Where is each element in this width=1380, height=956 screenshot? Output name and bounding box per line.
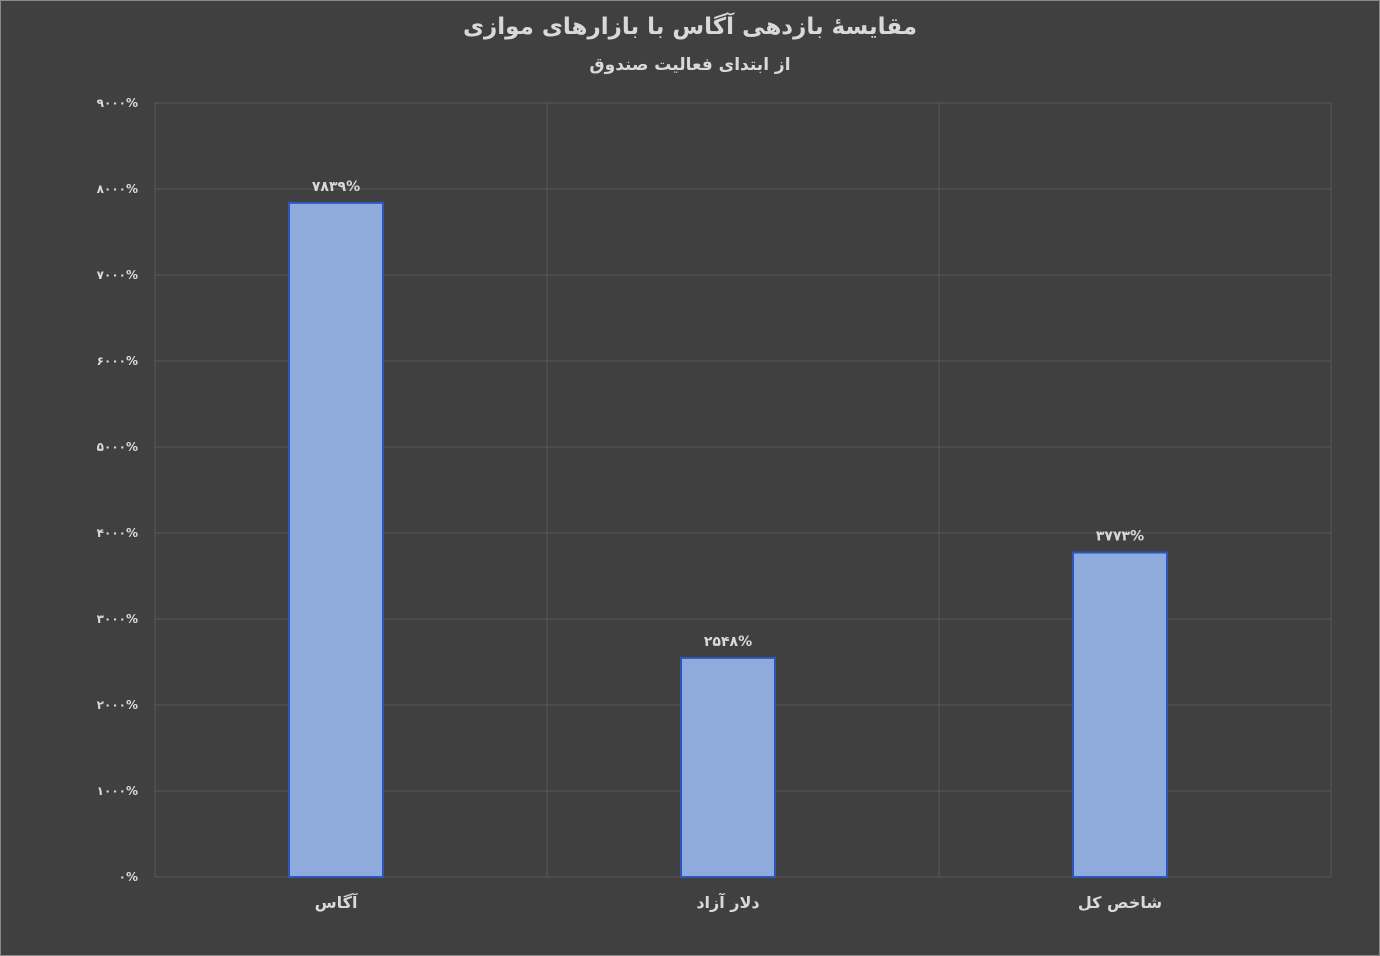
y-tick-label: ۲۰۰۰% <box>97 698 138 712</box>
category-label: آگاس <box>315 892 358 912</box>
category-label: شاخص کل <box>1078 893 1162 912</box>
data-label: ۳۷۷۳% <box>1096 529 1144 545</box>
category-label: دلار آزاد <box>696 892 759 912</box>
y-tick-label: ۰% <box>119 870 138 884</box>
data-label: ۷۸۳۹% <box>312 179 360 195</box>
y-tick-label: ۶۰۰۰% <box>97 354 138 368</box>
y-tick-label: ۴۰۰۰% <box>97 526 138 540</box>
chart-title: مقایسهٔ بازدهی آگاس با بازارهای موازی <box>462 14 918 40</box>
y-tick-label: ۷۰۰۰% <box>97 268 138 282</box>
bar <box>288 201 384 878</box>
data-label: ۲۵۴۸% <box>704 634 752 650</box>
bar <box>680 656 776 879</box>
y-tick-label: ۵۰۰۰% <box>97 440 138 454</box>
bar <box>1072 551 1168 878</box>
chart-subtitle: از ابتدای فعالیت صندوق <box>589 55 791 75</box>
y-tick-label: ۳۰۰۰% <box>97 612 138 626</box>
y-tick-label: ۱۰۰۰% <box>97 784 138 798</box>
y-tick-label: ۹۰۰۰% <box>97 96 138 110</box>
y-tick-label: ۸۰۰۰% <box>97 182 138 196</box>
